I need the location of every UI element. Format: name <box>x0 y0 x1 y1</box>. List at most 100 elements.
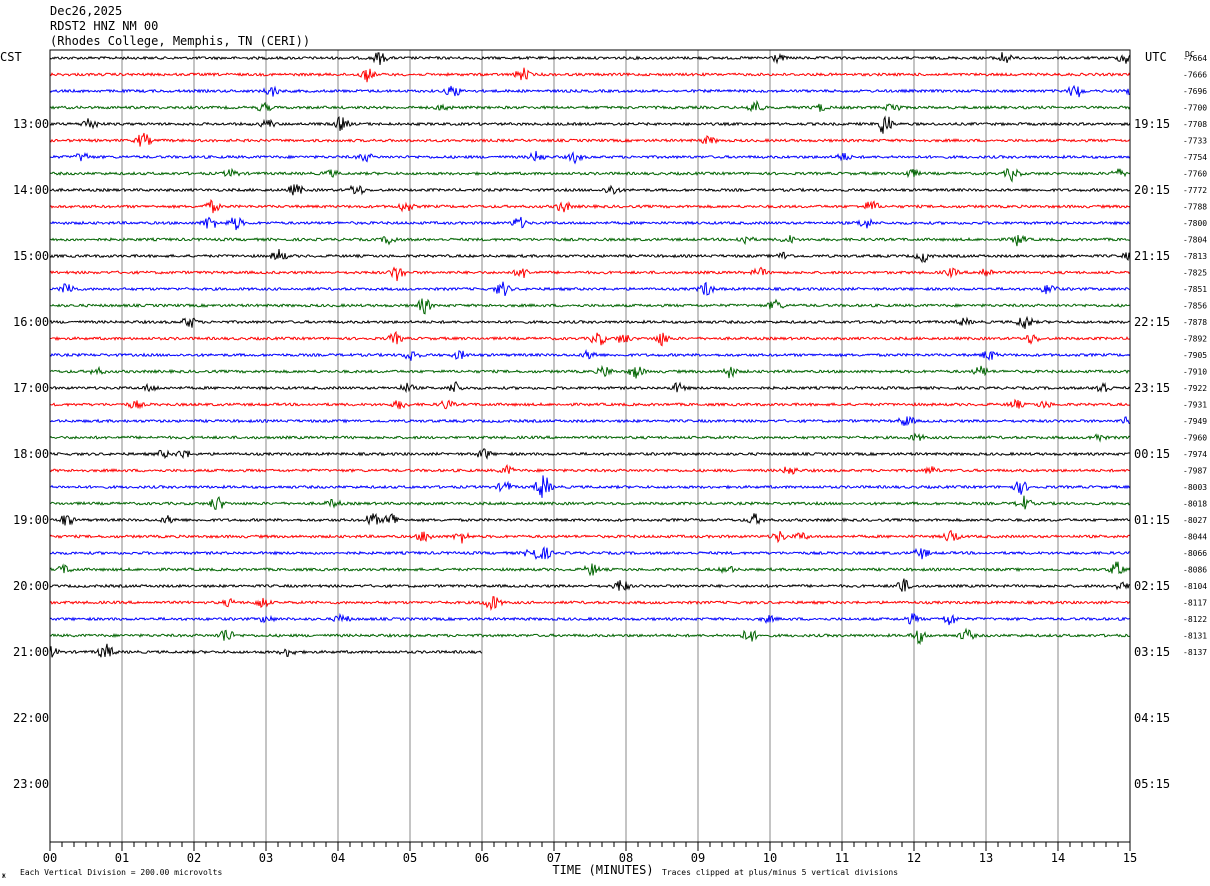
right-hour-label: 21:15 <box>1134 249 1170 263</box>
dc-label: DC <box>1185 50 1195 59</box>
x-tick-label: 06 <box>475 851 489 865</box>
x-tick-label: 00 <box>43 851 57 865</box>
trace-row <box>49 115 1131 134</box>
dc-offset-label: -7825 <box>1183 269 1207 278</box>
trace-row <box>49 475 1131 498</box>
dc-offset-label: -7910 <box>1183 368 1207 377</box>
right-timezone-label: UTC <box>1145 50 1167 64</box>
corner-mark: Ж <box>2 873 6 880</box>
left-hour-label: 22:00 <box>13 711 49 725</box>
trace-row <box>49 561 1131 577</box>
trace-row <box>49 448 1131 460</box>
trace-row <box>49 546 1131 560</box>
trace-row <box>49 432 1131 443</box>
left-hour-label: 19:00 <box>13 513 49 527</box>
x-tick-label: 11 <box>835 851 849 865</box>
dc-offset-label: -8104 <box>1183 582 1207 591</box>
x-tick-label: 09 <box>691 851 705 865</box>
x-tick-label: 14 <box>1051 851 1065 865</box>
dc-offset-label: -7700 <box>1183 104 1207 113</box>
trace-row <box>49 596 1131 612</box>
right-hour-label: 23:15 <box>1134 381 1170 395</box>
header-date: Dec26,2025 <box>50 4 123 18</box>
left-timezone-label: CST <box>0 50 22 64</box>
trace-row <box>49 198 1131 214</box>
grid-layer <box>121 50 1059 842</box>
dc-offset-label: -7754 <box>1183 153 1207 162</box>
trace-row <box>49 612 1131 626</box>
trace-row <box>49 281 1131 297</box>
header-station: RDST2 HNZ NM 00 <box>50 19 159 33</box>
x-tick-label: 15 <box>1123 851 1137 865</box>
trace-row <box>49 643 483 658</box>
x-axis-title: TIME (MINUTES) <box>552 863 653 877</box>
right-hour-label: 05:15 <box>1134 777 1170 791</box>
dc-offset-label: -7813 <box>1183 252 1207 261</box>
dc-offset-label: -7666 <box>1183 71 1207 80</box>
trace-row <box>50 216 1131 231</box>
left-hour-label: 21:00 <box>13 645 49 659</box>
trace-row <box>49 298 1131 315</box>
axis-labels: -7664 -7666 -7696 -7700 -7708 -7733 -7754 -7760… <box>13 54 1207 865</box>
left-hour-label: 20:00 <box>13 579 49 593</box>
left-hour-label: 14:00 <box>13 183 49 197</box>
x-tick-label: 03 <box>259 851 273 865</box>
x-tick-label: 08 <box>619 851 633 865</box>
trace-row <box>50 330 1131 347</box>
trace-row <box>49 184 1131 196</box>
dc-offset-label: -7892 <box>1183 335 1207 344</box>
dc-offset-label: -8066 <box>1183 549 1207 558</box>
dc-offset-label: -7708 <box>1183 120 1207 129</box>
trace-row <box>49 627 1131 646</box>
dc-offset-label: -7760 <box>1183 170 1207 179</box>
scale-note: Each Vertical Division = 200.00 microvol… <box>20 868 222 877</box>
dc-offset-label: -7905 <box>1183 351 1207 360</box>
trace-row <box>49 495 1131 510</box>
right-hour-label: 01:15 <box>1134 513 1170 527</box>
trace-row <box>49 381 1131 394</box>
trace-row <box>49 52 1131 65</box>
dc-offset-label: -7856 <box>1183 302 1207 311</box>
left-hour-label: 18:00 <box>13 447 49 461</box>
header-location: (Rhodes College, Memphis, TN (CERI)) <box>50 34 311 48</box>
trace-row <box>49 464 1131 475</box>
trace-layer <box>49 52 1131 658</box>
dc-offset-label: -8003 <box>1183 483 1207 492</box>
right-hour-label: 20:15 <box>1134 183 1170 197</box>
trace-row <box>49 150 1131 165</box>
right-hour-label: 03:15 <box>1134 645 1170 659</box>
dc-offset-label: -8122 <box>1183 615 1207 624</box>
trace-row <box>49 415 1131 426</box>
dc-offset-label: -7960 <box>1183 434 1207 443</box>
x-tick-label: 12 <box>907 851 921 865</box>
dc-offset-label: -7851 <box>1183 285 1207 294</box>
dc-offset-label: -8044 <box>1183 533 1207 542</box>
trace-row <box>49 234 1131 247</box>
trace-row <box>49 364 1131 379</box>
dc-offset-label: -8018 <box>1183 500 1207 509</box>
left-hour-label: 17:00 <box>13 381 49 395</box>
dc-offset-label: -7733 <box>1183 137 1207 146</box>
right-hour-label: 02:15 <box>1134 579 1170 593</box>
right-hour-label: 00:15 <box>1134 447 1170 461</box>
dc-offset-label: -7974 <box>1183 450 1207 459</box>
dc-offset-label: -7949 <box>1183 417 1207 426</box>
dc-offset-label: -7804 <box>1183 236 1207 245</box>
x-tick-label: 07 <box>547 851 561 865</box>
trace-row <box>49 578 1131 592</box>
trace-row <box>49 349 1131 361</box>
trace-row <box>49 249 1131 264</box>
x-tick-label: 10 <box>763 851 777 865</box>
dc-offset-label: -8117 <box>1183 599 1207 608</box>
right-hour-label: 19:15 <box>1134 117 1170 131</box>
x-tick-label: 01 <box>115 851 129 865</box>
dc-offset-label: -7772 <box>1183 186 1207 195</box>
dc-offset-label: -7922 <box>1183 384 1207 393</box>
x-tick-label: 04 <box>331 851 345 865</box>
dc-offset-label: -7931 <box>1183 401 1207 410</box>
dc-offset-label: -7664 <box>1183 54 1207 63</box>
dc-offset-label: -7788 <box>1183 203 1207 212</box>
plot-frame <box>49 49 1131 843</box>
left-hour-label: 13:00 <box>13 117 49 131</box>
